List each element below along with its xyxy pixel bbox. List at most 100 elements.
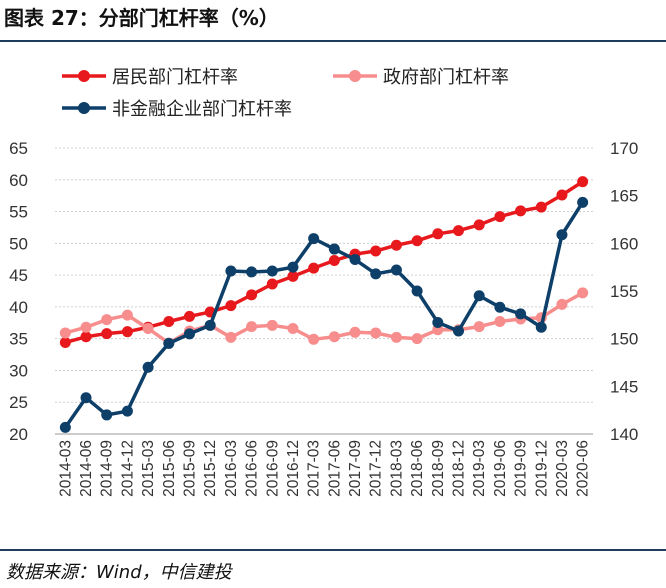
data-point — [308, 233, 320, 245]
data-point — [225, 331, 237, 343]
x-axis: 2014-03 2014-06 2014-09 2014-12 2015-03 2015-… — [55, 433, 593, 497]
x-tick-label: 2020-03 — [554, 440, 571, 497]
x-tick-label: 2018-09 — [430, 440, 447, 497]
x-tick-label: 2015-06 — [161, 440, 178, 497]
left-tick-label: 50 — [9, 234, 28, 253]
right-tick-label: 140 — [610, 425, 638, 444]
data-point — [246, 266, 258, 278]
series-line — [64, 180, 584, 345]
right-tick-label: 165 — [610, 187, 638, 206]
data-point — [556, 229, 568, 241]
data-point — [59, 336, 71, 348]
data-point — [101, 409, 113, 421]
data-point — [59, 327, 71, 339]
left-tick-label: 55 — [9, 203, 28, 222]
data-point — [411, 235, 423, 247]
data-point — [577, 287, 589, 299]
right-y-axis: 140 145 150 155 160 165 170 — [610, 139, 638, 444]
legend-item: 政府部门杠杆率 — [333, 67, 509, 87]
legend-label: 居民部门杠杆率 — [112, 67, 238, 87]
data-point — [411, 333, 423, 345]
x-tick-label: 2016-12 — [285, 440, 302, 497]
figure-title: 图表 27：分部门杠杆率（%） — [4, 6, 279, 30]
data-point — [308, 262, 320, 274]
x-tick-label: 2020-06 — [575, 440, 592, 497]
data-point — [184, 328, 195, 340]
data-point — [101, 314, 113, 326]
data-point — [328, 254, 340, 266]
data-point — [163, 337, 175, 349]
data-point — [349, 254, 361, 266]
x-tick-label: 2017-09 — [347, 440, 364, 497]
data-point — [287, 322, 299, 334]
data-point — [370, 245, 382, 257]
x-tick-label: 2018-12 — [451, 440, 468, 497]
data-point — [494, 301, 506, 313]
x-tick-label: 2014-06 — [78, 440, 95, 497]
data-point — [473, 219, 485, 231]
x-tick-label: 2014-12 — [119, 440, 136, 497]
legend-item: 居民部门杠杆率 — [62, 67, 238, 87]
x-tick-label: 2017-12 — [368, 440, 385, 497]
x-tick-label: 2017-03 — [306, 440, 323, 497]
left-tick-label: 20 — [9, 425, 28, 444]
left-y-axis: 20 25 30 35 40 45 50 55 60 65 — [9, 139, 28, 444]
right-tick-label: 150 — [610, 330, 638, 349]
data-point — [328, 331, 340, 343]
data-point — [556, 298, 568, 310]
left-tick-label: 30 — [9, 361, 28, 380]
legend-label: 政府部门杠杆率 — [383, 67, 509, 87]
left-tick-label: 25 — [9, 393, 28, 412]
legend-marker — [78, 102, 90, 114]
legend-marker — [349, 70, 361, 82]
data-point — [432, 228, 444, 240]
x-tick-label: 2017-06 — [326, 440, 343, 497]
data-point — [184, 310, 195, 322]
x-tick-label: 2016-09 — [264, 440, 281, 497]
left-tick-label: 40 — [9, 298, 28, 317]
data-point — [204, 319, 216, 331]
data-point — [390, 264, 402, 276]
data-point — [432, 316, 444, 328]
data-point — [453, 325, 464, 337]
data-point — [287, 270, 299, 282]
data-point — [473, 321, 485, 333]
right-tick-label: 170 — [610, 139, 638, 158]
x-tick-label: 2014-09 — [99, 440, 116, 497]
series-line — [64, 291, 584, 345]
data-point — [142, 322, 154, 334]
data-point — [494, 211, 506, 223]
data-point — [266, 319, 278, 331]
data-point — [535, 321, 547, 333]
left-tick-label: 60 — [9, 171, 28, 190]
right-tick-label: 160 — [610, 234, 638, 253]
legend-label: 非金融企业部门杠杆率 — [112, 99, 292, 119]
data-point — [577, 196, 589, 208]
data-point — [80, 392, 92, 404]
data-point — [453, 225, 464, 237]
x-tick-label: 2016-03 — [223, 440, 240, 497]
left-tick-label: 65 — [9, 139, 28, 158]
data-point — [494, 316, 506, 328]
data-point — [225, 300, 237, 312]
source-note: 数据来源：Wind，中信建投 — [6, 562, 232, 583]
data-point — [101, 328, 113, 340]
data-point — [225, 265, 237, 277]
right-tick-label: 155 — [610, 282, 638, 301]
x-tick-label: 2015-03 — [140, 440, 157, 497]
x-tick-label: 2015-12 — [202, 440, 219, 497]
data-point — [266, 278, 278, 290]
data-point — [121, 326, 133, 338]
series-2 — [59, 287, 589, 349]
data-point — [370, 327, 382, 339]
data-point — [121, 405, 133, 417]
data-point — [390, 331, 402, 343]
data-point — [411, 285, 423, 297]
x-tick-label: 2016-06 — [244, 440, 261, 497]
data-point — [80, 321, 92, 333]
x-tick-label: 2019-09 — [513, 440, 530, 497]
data-point — [142, 361, 154, 373]
footer-divider — [0, 549, 666, 551]
